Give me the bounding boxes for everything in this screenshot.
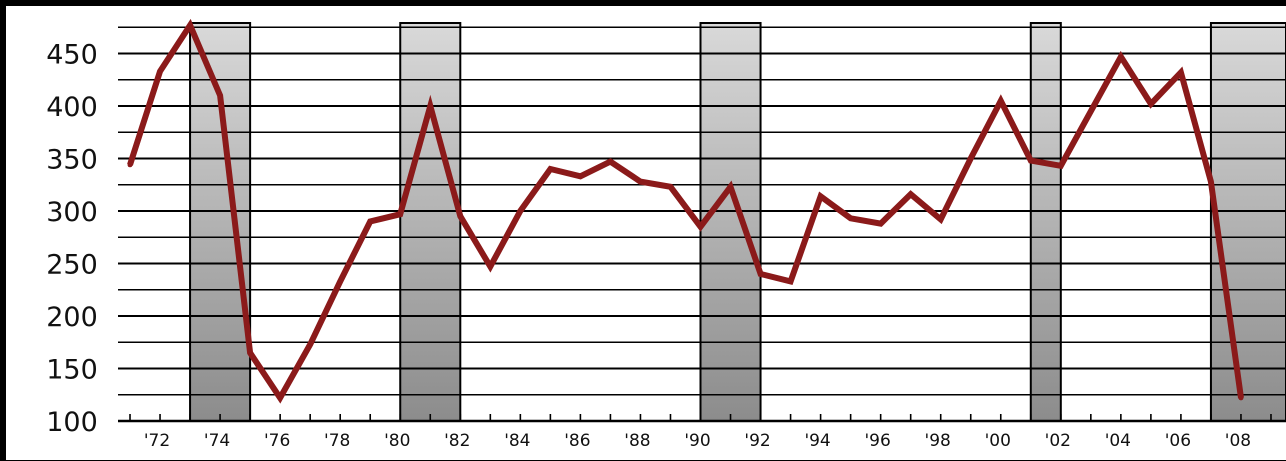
- data-point: [277, 395, 283, 401]
- data-point: [1028, 158, 1034, 164]
- data-point: [607, 159, 613, 165]
- x-tick-label: '82: [444, 431, 470, 451]
- data-point: [487, 264, 493, 270]
- data-point: [818, 193, 824, 199]
- data-point: [1088, 108, 1094, 114]
- x-tick-label: '84: [504, 431, 530, 451]
- recession-band-4: [1030, 22, 1061, 421]
- data-point: [457, 213, 463, 219]
- data-point: [367, 219, 373, 224]
- x-tick-label: '90: [684, 431, 710, 451]
- y-tick-label: 200: [46, 302, 98, 333]
- data-point: [998, 98, 1004, 104]
- data-point: [517, 208, 523, 214]
- data-point: [577, 173, 583, 179]
- y-tick-label: 150: [46, 355, 98, 386]
- data-point: [728, 184, 734, 190]
- x-tick-label: '06: [1165, 431, 1191, 451]
- data-point: [337, 278, 343, 284]
- y-tick-label: 350: [46, 145, 98, 176]
- data-point: [157, 68, 163, 74]
- tick-label-layer: 100 150 200 250 300 350 400 450 '72 '74 '76 '78 '80 '…: [46, 40, 1251, 452]
- data-point: [187, 22, 193, 28]
- data-point: [307, 341, 313, 347]
- data-point: [848, 215, 854, 221]
- x-tick-label: '72: [144, 431, 170, 451]
- recession-band-5: [1210, 22, 1286, 421]
- data-point: [1148, 101, 1154, 107]
- y-tick-label: 400: [46, 92, 98, 123]
- data-point: [247, 350, 253, 356]
- x-tick-label: '98: [925, 431, 951, 451]
- x-tick-label: '74: [204, 431, 230, 451]
- data-point: [1178, 69, 1184, 75]
- x-tick-label: '02: [1045, 431, 1071, 451]
- data-point: [908, 191, 914, 197]
- recession-band-2: [400, 22, 461, 421]
- y-tick-label: 300: [46, 197, 98, 228]
- y-tick-label: 250: [46, 250, 98, 281]
- x-tick-label: '76: [264, 431, 290, 451]
- data-point: [547, 166, 553, 172]
- data-point: [667, 184, 673, 190]
- data-point: [1238, 395, 1244, 401]
- x-tick-label: '96: [864, 431, 890, 451]
- recession-shading-layer: [190, 22, 1286, 421]
- data-point: [637, 179, 643, 185]
- series-line-1: [127, 18, 1244, 404]
- x-tick-label: '78: [324, 431, 350, 451]
- y-tick-label: 100: [46, 407, 98, 438]
- data-point: [397, 211, 403, 217]
- recession-band-3: [700, 22, 761, 421]
- x-tick-label: '08: [1225, 431, 1251, 451]
- x-tick-label: '92: [744, 431, 770, 451]
- x-tick-label: '80: [384, 431, 410, 451]
- recession-band-1: [190, 22, 251, 421]
- x-tick-label: '94: [804, 431, 830, 451]
- data-point: [788, 278, 794, 284]
- data-point: [127, 162, 133, 168]
- x-tick-label: '86: [564, 431, 590, 451]
- data-point: [1208, 179, 1214, 185]
- data-point: [968, 156, 974, 161]
- data-point: [878, 221, 884, 227]
- data-point: [1058, 163, 1064, 169]
- y-tick-label: 450: [46, 40, 98, 71]
- x-tick-label: '04: [1105, 431, 1131, 451]
- data-point: [758, 271, 764, 277]
- data-point: [938, 216, 944, 222]
- data-point: [217, 93, 223, 98]
- x-tick-label: '88: [624, 431, 650, 451]
- series-layer: [127, 18, 1244, 404]
- x-tick-label: '00: [985, 431, 1011, 451]
- data-point: [1118, 54, 1124, 60]
- axis-layer: [118, 414, 1286, 423]
- data-point: [697, 224, 703, 230]
- data-point: [427, 103, 433, 109]
